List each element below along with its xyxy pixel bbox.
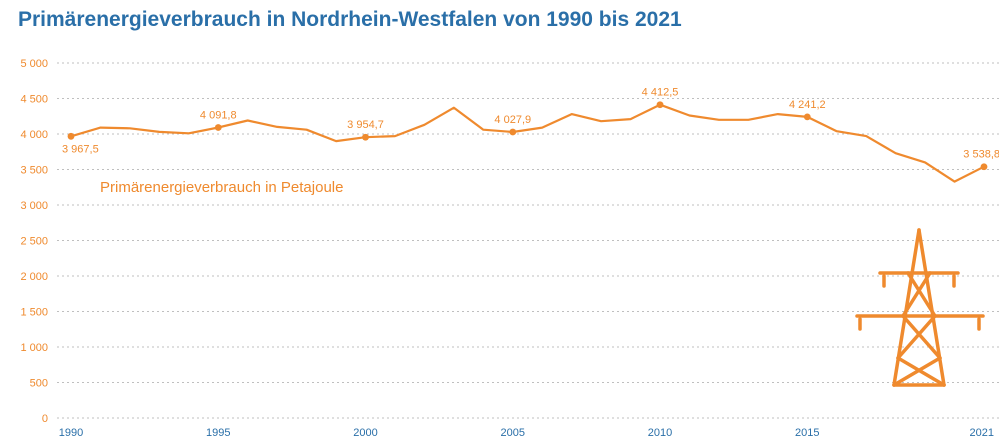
data-label: 3 954,7: [347, 119, 384, 131]
gridlines: [57, 62, 999, 419]
data-point: [803, 113, 811, 121]
x-tick-label: 1995: [206, 427, 230, 439]
y-tick-label: 2 500: [20, 236, 48, 248]
x-tick-label: 2010: [648, 427, 672, 439]
data-point: [656, 101, 664, 109]
y-tick-label: 0: [42, 413, 48, 425]
x-tick-label: 1990: [59, 427, 83, 439]
y-tick-label: 2 000: [20, 271, 48, 283]
y-tick-label: 4 000: [20, 129, 48, 141]
x-tick-label: 2015: [795, 427, 819, 439]
chart-title: Primärenergieverbrauch in Nordrhein-West…: [18, 8, 682, 31]
y-tick-label: 3 500: [20, 165, 48, 177]
x-tick-label: 2021: [970, 427, 994, 439]
data-point: [214, 124, 222, 131]
y-tick-label: 5 000: [20, 58, 48, 70]
data-labels: 3 967,5 4 091,8 3 954,7 4 027,9 4 412,5 4 241…: [62, 87, 999, 161]
data-label: 4 027,9: [494, 114, 531, 126]
data-label: 3 538,8: [963, 149, 999, 161]
data-label: 3 967,5: [62, 143, 99, 155]
y-tick-label: 4 500: [20, 94, 48, 106]
y-tick-label: 500: [30, 378, 48, 390]
y-tick-label: 1 500: [20, 307, 48, 319]
data-label: 4 091,8: [200, 109, 237, 121]
series-label: Primärenergieverbrauch in Petajoule: [100, 179, 343, 196]
data-point: [362, 133, 369, 141]
y-axis-ticks: 0 500 1 000 1 500 2 000 2 500 3 000 3 500 4 000 4…: [20, 58, 48, 425]
data-label: 4 412,5: [642, 87, 679, 99]
data-point: [980, 163, 988, 171]
y-tick-label: 3 000: [20, 200, 48, 212]
power-pylon-icon: [855, 228, 985, 387]
x-tick-label: 2005: [501, 427, 525, 439]
y-tick-label: 1 000: [20, 342, 48, 354]
data-point: [509, 128, 517, 136]
data-points: [67, 101, 988, 171]
series-line: [70, 103, 985, 183]
data-point: [67, 132, 75, 140]
x-axis-ticks: 1990 1995 2000 2005 2010 2015 2021: [59, 427, 994, 439]
data-label: 4 241,2: [789, 99, 826, 111]
x-tick-label: 2000: [353, 427, 377, 439]
